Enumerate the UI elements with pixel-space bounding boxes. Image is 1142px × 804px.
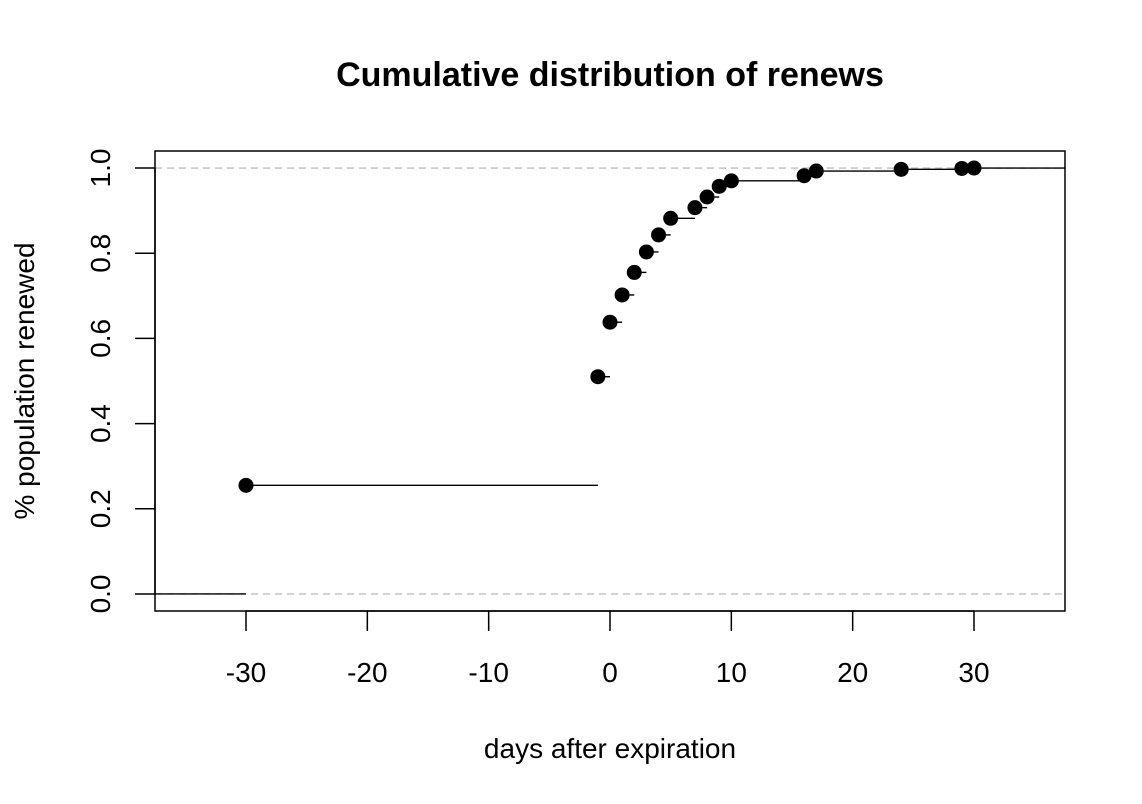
data-point-6 bbox=[651, 227, 667, 243]
data-point-14 bbox=[893, 161, 909, 177]
y-tick-label-5: 1.0 bbox=[85, 149, 116, 188]
x-tick-label-1: -20 bbox=[347, 657, 387, 688]
chart-title: Cumulative distribution of renews bbox=[336, 56, 884, 94]
x-axis: -30 -20 -10 0 10 20 30 bbox=[226, 610, 990, 688]
reference-lines bbox=[155, 167, 1065, 595]
x-tick-label-3: 0 bbox=[602, 657, 618, 688]
y-axis-label: % population renewed bbox=[9, 242, 40, 519]
data-point-7 bbox=[663, 210, 679, 226]
plot-frame bbox=[154, 150, 1066, 612]
data-point-0 bbox=[238, 477, 254, 493]
data-point-3 bbox=[614, 287, 630, 303]
data-point-2 bbox=[602, 314, 618, 330]
x-tick-label-2: -10 bbox=[468, 657, 508, 688]
data-point-5 bbox=[638, 244, 654, 260]
data-point-11 bbox=[723, 173, 739, 189]
data-point-12 bbox=[796, 168, 812, 184]
x-tick-label-6: 30 bbox=[958, 657, 989, 688]
x-tick-label-0: -30 bbox=[226, 657, 266, 688]
data-point-10 bbox=[711, 178, 727, 194]
data-point-8 bbox=[687, 200, 703, 216]
data-point-13 bbox=[808, 163, 824, 179]
y-axis: 0.0 0.2 0.4 0.6 0.8 1.0 bbox=[85, 149, 156, 613]
data-point-15 bbox=[954, 160, 970, 176]
step-segments bbox=[155, 167, 1065, 595]
data-point-16 bbox=[966, 160, 982, 176]
y-tick-label-1: 0.2 bbox=[85, 489, 116, 528]
y-tick-label-0: 0.0 bbox=[85, 574, 116, 613]
data-point-1 bbox=[590, 369, 606, 385]
x-tick-label-5: 20 bbox=[837, 657, 868, 688]
y-tick-label-3: 0.6 bbox=[85, 319, 116, 358]
y-tick-label-2: 0.4 bbox=[85, 404, 116, 443]
data-points bbox=[238, 160, 982, 493]
x-tick-label-4: 10 bbox=[716, 657, 747, 688]
x-axis-label: days after expiration bbox=[484, 733, 736, 764]
data-point-9 bbox=[699, 189, 715, 205]
data-point-4 bbox=[626, 264, 642, 280]
y-tick-label-4: 0.8 bbox=[85, 234, 116, 273]
